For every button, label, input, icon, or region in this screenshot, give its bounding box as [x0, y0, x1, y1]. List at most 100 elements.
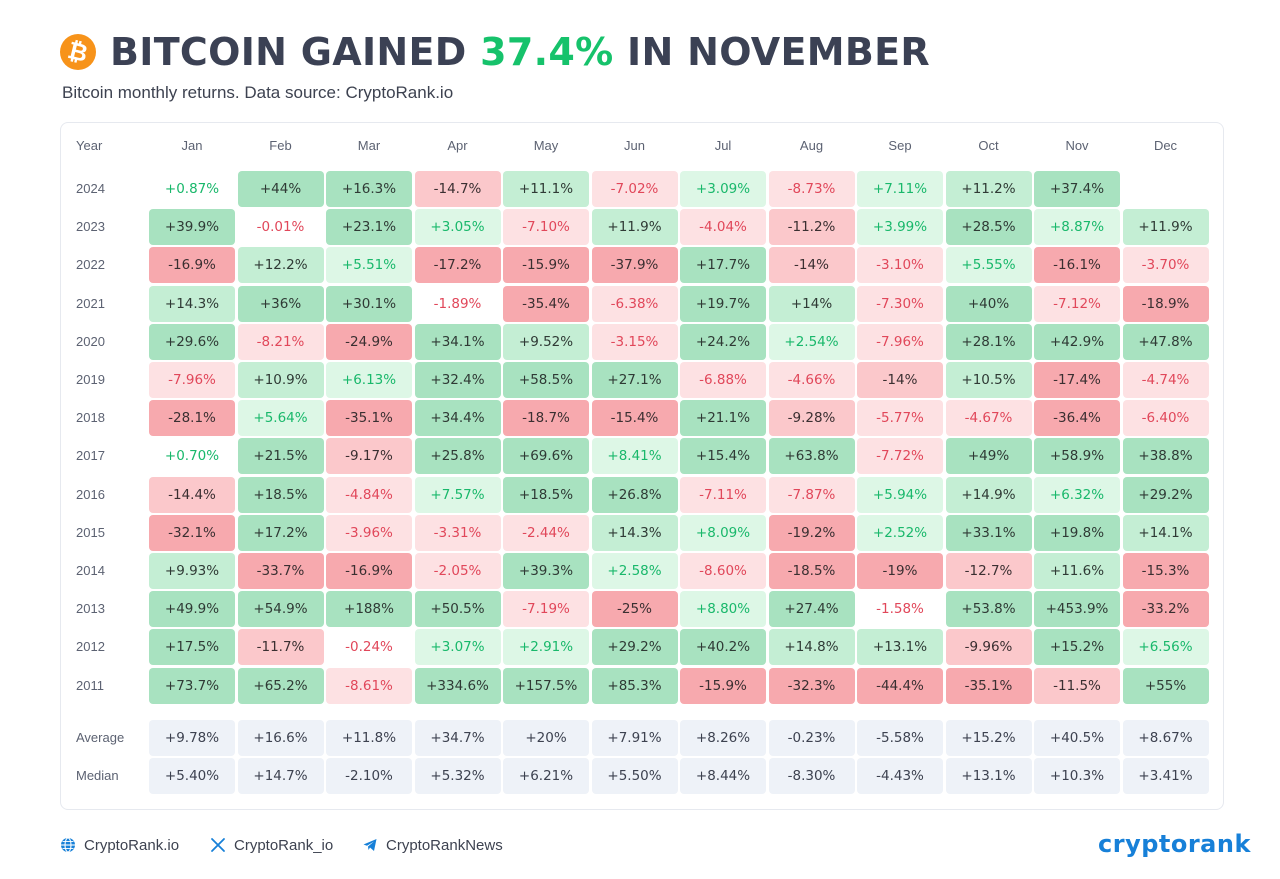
return-cell-2019-may: +58.5%	[503, 362, 589, 398]
return-cell-2011-may: +157.5%	[503, 667, 589, 704]
return-cell-2020-may: +9.52%	[503, 323, 589, 360]
return-cell-2011-aug: -32.3%	[768, 667, 855, 704]
return-cell-2017-sep: -7.72%	[857, 438, 943, 475]
summary-cell-average-aug: -0.23%	[768, 720, 855, 756]
return-cell-2024-jan: +0.87%	[164, 181, 220, 197]
return-cell-2020-jun: -3.15%	[591, 323, 678, 360]
return-cell-2023-may: -7.10%	[503, 209, 589, 246]
return-cell-2023-sep: +3.99%	[857, 209, 943, 246]
return-cell-2021-apr: -1.89%	[433, 295, 482, 312]
return-cell-2017-oct: +49%	[945, 438, 1032, 475]
return-cell-2016-nov: +6.32%	[1034, 476, 1120, 513]
return-cell-2019-dec: -4.74%	[1122, 362, 1209, 398]
return-cell-2020-mar: -24.9%	[326, 323, 412, 360]
return-cell-2011-jan: +73.7%	[149, 667, 235, 704]
summary-cell-average-feb: +16.6%	[237, 720, 324, 756]
footer-telegram[interactable]: CryptoRankNews	[362, 834, 503, 856]
return-cell-2011-mar: -8.61%	[326, 667, 412, 704]
return-cell-2014-aug: -18.5%	[768, 553, 855, 589]
return-cell-2018-dec: -6.40%	[1122, 400, 1209, 437]
page-title: BITCOIN GAINED 37.4% IN NOVEMBER	[110, 30, 930, 74]
header: ₿ BITCOIN GAINED 37.4% IN NOVEMBER	[60, 30, 930, 74]
summary-cell-average-jul: +8.26%	[680, 720, 766, 756]
return-cell-2013-mar: +188%	[326, 591, 412, 628]
return-cell-2015-apr: -3.31%	[414, 514, 501, 551]
return-cell-2018-aug: -9.28%	[768, 400, 855, 437]
return-cell-2017-aug: +63.8%	[768, 438, 855, 475]
return-cell-2013-jun: -25%	[591, 591, 678, 628]
return-cell-2016-jan: -14.4%	[149, 476, 235, 513]
return-cell-2017-dec: +38.8%	[1122, 438, 1209, 475]
return-cell-2012-oct: -9.96%	[945, 629, 1032, 666]
return-cell-2018-apr: +34.4%	[414, 400, 501, 437]
summary-cell-average-oct: +15.2%	[945, 720, 1032, 756]
return-cell-2014-may: +39.3%	[503, 553, 589, 589]
return-cell-2020-jul: +24.2%	[680, 323, 766, 360]
return-cell-2023-apr: +3.05%	[414, 209, 501, 246]
telegram-icon	[363, 839, 377, 851]
return-cell-2018-jul: +21.1%	[680, 400, 766, 437]
return-cell-2012-nov: +15.2%	[1034, 629, 1120, 666]
summary-cell-average-jun: +7.91%	[591, 720, 678, 756]
summary-cell-median-may: +6.21%	[503, 758, 589, 794]
return-cell-2021-jul: +19.7%	[680, 285, 766, 322]
return-cell-2018-may: -18.7%	[503, 400, 589, 437]
title-highlight: 37.4%	[480, 30, 614, 74]
return-cell-2011-dec: +55%	[1122, 667, 1209, 704]
summary-cell-median-apr: +5.32%	[414, 758, 501, 794]
footer-x[interactable]: CryptoRank_io	[210, 834, 333, 856]
summary-cell-average-dec: +8.67%	[1122, 720, 1209, 756]
return-cell-2015-feb: +17.2%	[237, 514, 324, 551]
return-cell-2011-sep: -44.4%	[857, 667, 943, 704]
telegram-label: CryptoRankNews	[386, 836, 503, 854]
return-cell-2024-mar: +16.3%	[326, 171, 412, 207]
return-cell-2012-jun: +29.2%	[591, 629, 678, 666]
return-cell-2018-mar: -35.1%	[326, 400, 412, 437]
return-cell-2019-sep: -14%	[857, 362, 943, 398]
x-logo-icon	[211, 838, 225, 852]
return-cell-2019-jan: -7.96%	[149, 362, 235, 398]
return-cell-2020-apr: +34.1%	[414, 323, 501, 360]
summary-cell-median-jul: +8.44%	[680, 758, 766, 794]
return-cell-2011-nov: -11.5%	[1034, 667, 1120, 704]
return-cell-2018-nov: -36.4%	[1034, 400, 1120, 437]
summary-cell-average-may: +20%	[503, 720, 589, 756]
return-cell-2014-jan: +9.93%	[149, 553, 235, 589]
return-cell-2013-apr: +50.5%	[414, 591, 501, 628]
summary-cell-median-sep: -4.43%	[857, 758, 943, 794]
footer-website[interactable]: CryptoRank.io	[60, 834, 179, 856]
return-cell-2024-oct: +11.2%	[945, 171, 1032, 207]
return-cell-2023-nov: +8.87%	[1034, 209, 1120, 246]
summary-cell-median-dec: +3.41%	[1122, 758, 1209, 794]
return-cell-2019-apr: +32.4%	[414, 362, 501, 398]
return-cell-2020-oct: +28.1%	[945, 323, 1032, 360]
return-cell-2021-nov: -7.12%	[1034, 285, 1120, 322]
return-cell-2022-jul: +17.7%	[680, 247, 766, 284]
summary-cell-median-nov: +10.3%	[1034, 758, 1120, 794]
return-cell-2013-jan: +49.9%	[149, 591, 235, 628]
return-cell-2015-may: -2.44%	[503, 514, 589, 551]
return-cell-2019-oct: +10.5%	[945, 362, 1032, 398]
return-cell-2011-jul: -15.9%	[680, 667, 766, 704]
return-cell-2016-oct: +14.9%	[945, 476, 1032, 513]
return-cell-2013-sep: -1.58%	[876, 601, 924, 618]
return-cell-2021-may: -35.4%	[503, 285, 589, 322]
return-cell-2012-apr: +3.07%	[414, 629, 501, 666]
x-label: CryptoRank_io	[234, 836, 334, 854]
return-cell-2019-jul: -6.88%	[680, 362, 766, 398]
return-cell-2023-dec: +11.9%	[1122, 209, 1209, 246]
return-cell-2012-may: +2.91%	[503, 629, 589, 666]
title-prefix: BITCOIN GAINED	[110, 30, 481, 74]
return-cell-2014-oct: -12.7%	[945, 553, 1032, 589]
globe-icon	[61, 837, 75, 853]
return-cell-2016-dec: +29.2%	[1122, 476, 1209, 513]
return-cell-2023-jan: +39.9%	[149, 209, 235, 246]
return-cell-2018-jun: -15.4%	[591, 400, 678, 437]
return-cell-2023-aug: -11.2%	[768, 209, 855, 246]
summary-cell-average-jan: +9.78%	[149, 720, 235, 756]
return-cell-2014-jun: +2.58%	[591, 553, 678, 589]
return-cell-2012-mar: -0.24%	[345, 639, 393, 656]
return-cell-2024-jul: +3.09%	[680, 171, 766, 207]
return-cell-2024-nov: +37.4%	[1034, 171, 1120, 207]
return-cell-2021-mar: +30.1%	[326, 285, 412, 322]
